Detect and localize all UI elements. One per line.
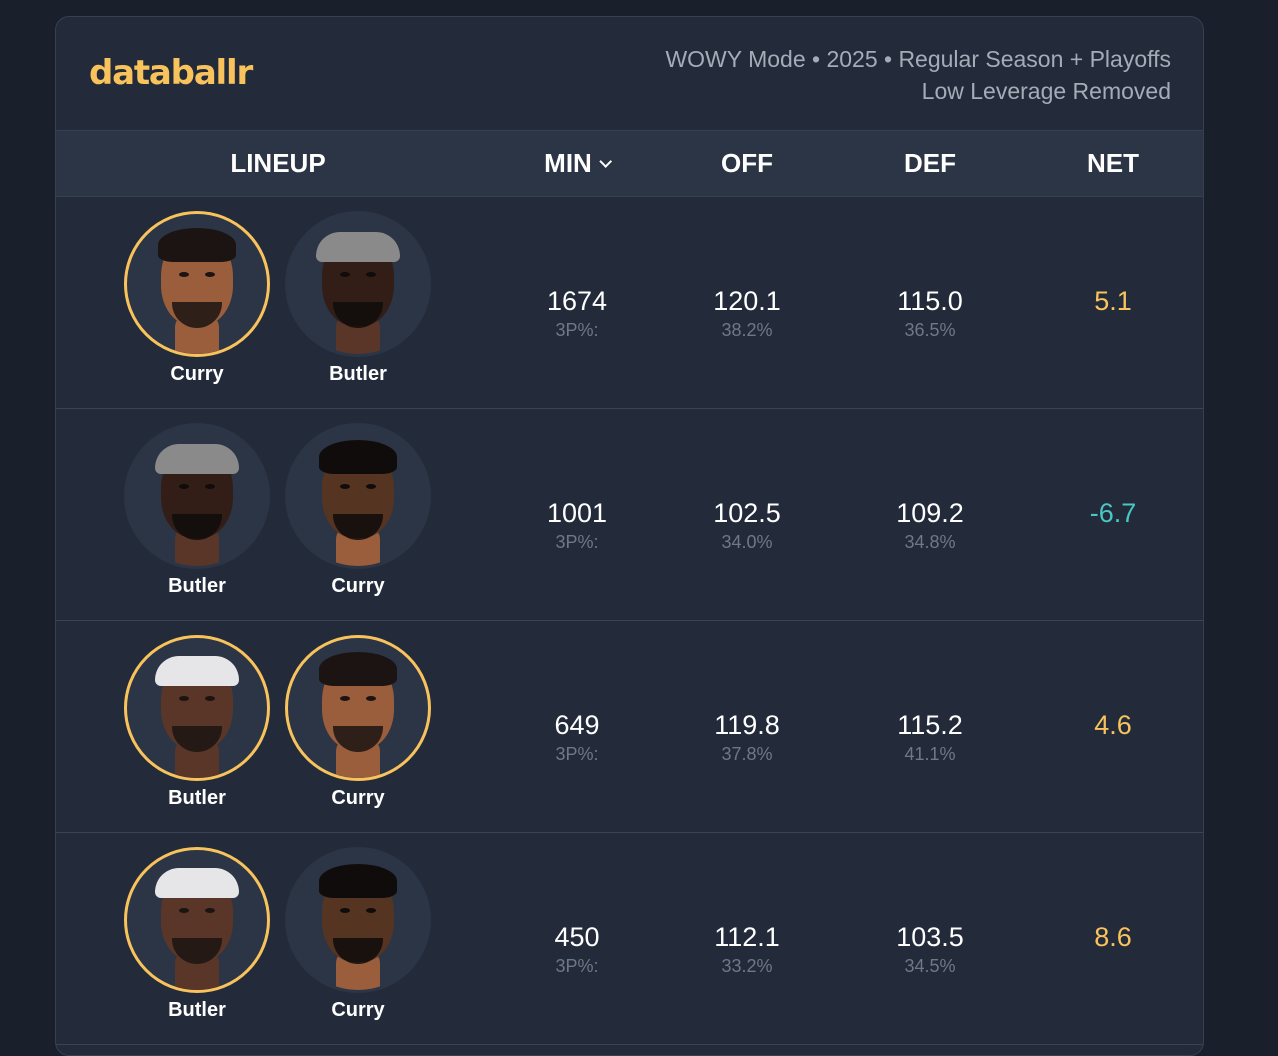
table-body: Curry Butler 1674 3P%: 120.1 38.2% 115.0 36.5% 5… [56,197,1203,1045]
cell-off: 102.5 34.0% [713,497,781,553]
table-row[interactable]: Butler Curry 450 3P%: 112.1 33.2% 103.5 34.5% 8.… [56,833,1203,1045]
filter-leverage-line: Low Leverage Removed [921,78,1171,104]
player-name: Butler [168,787,226,809]
cell-net: -6.7 [1090,497,1137,529]
column-header-def[interactable]: DEF [904,148,956,178]
column-header-min[interactable]: MIN [544,131,612,196]
player-name: Curry [331,999,385,1021]
min-subvalue: 3P%: [555,320,599,340]
lineup-player[interactable]: Butler [278,211,438,386]
column-header-net[interactable]: NET [1087,148,1139,178]
player-name: Butler [329,363,387,385]
lineup-player[interactable]: Curry [278,635,438,810]
cell-min: 1674 3P%: [547,285,607,341]
def-value: 115.0 [897,286,963,316]
cell-off: 119.8 37.8% [714,709,780,765]
lineup-player[interactable]: Butler [117,423,277,598]
lineup-player[interactable]: Curry [278,847,438,1022]
cell-net: 5.1 [1094,285,1132,317]
min-value: 1674 [546,286,608,316]
column-header-off[interactable]: OFF [721,148,773,178]
cell-min: 649 3P%: [554,709,599,765]
player-name: Butler [168,575,226,597]
lineup-card: databallr WOWY Mode • 2025 • Regular Sea… [55,16,1204,1056]
card-header: databallr WOWY Mode • 2025 • Regular Sea… [56,17,1203,131]
def-subvalue: 41.1% [904,744,956,764]
net-value: 5.1 [1094,286,1132,316]
cell-min: 1001 3P%: [547,497,607,553]
cell-def: 115.0 36.5% [897,285,963,341]
cell-off: 120.1 38.2% [713,285,781,341]
databallr-logo[interactable]: databallr [89,53,253,93]
min-subvalue: 3P%: [555,744,599,764]
player-name: Curry [331,787,385,809]
def-subvalue: 34.8% [904,532,956,552]
off-value: 102.5 [713,498,781,528]
off-subvalue: 34.0% [721,532,773,552]
off-subvalue: 38.2% [721,320,773,340]
def-value: 115.2 [897,710,963,740]
table-row[interactable]: Curry Butler 1674 3P%: 120.1 38.2% 115.0 36.5% 5… [56,197,1203,409]
lineup-player[interactable]: Butler [117,847,277,1022]
off-subvalue: 33.2% [721,956,773,976]
min-subvalue: 3P%: [555,956,599,976]
chevron-down-icon [598,155,612,168]
def-subvalue: 36.5% [904,320,956,340]
player-avatar[interactable] [124,635,270,781]
player-avatar[interactable] [124,423,270,569]
column-header-lineup: LINEUP [230,148,326,178]
cell-off: 112.1 33.2% [714,921,780,977]
min-value: 450 [554,922,600,952]
table-row[interactable]: Butler Curry 649 3P%: 119.8 37.8% 115.2 41.1% 4.… [56,621,1203,833]
off-subvalue: 37.8% [721,744,773,764]
player-name: Curry [331,575,385,597]
net-value: 8.6 [1094,922,1132,952]
min-subvalue: 3P%: [555,532,599,552]
off-value: 112.1 [714,922,780,952]
min-value: 649 [554,710,600,740]
cell-def: 103.5 34.5% [896,921,964,977]
player-avatar[interactable] [285,211,431,357]
def-value: 109.2 [896,498,964,528]
player-name: Curry [170,363,224,385]
net-value: -6.7 [1089,498,1137,528]
table-row[interactable]: Butler Curry 1001 3P%: 102.5 34.0% 109.2 34.8% -… [56,409,1203,621]
player-avatar[interactable] [285,635,431,781]
lineup-player[interactable]: Curry [117,211,277,386]
player-name: Butler [168,999,226,1021]
player-avatar[interactable] [124,847,270,993]
filter-mode-line: WOWY Mode • 2025 • Regular Season + Play… [665,46,1171,72]
lineup-player[interactable]: Butler [117,635,277,810]
table-header: LINEUP MIN OFF DEF NET [56,131,1203,197]
cell-def: 115.2 41.1% [897,709,963,765]
player-avatar[interactable] [285,423,431,569]
player-avatar[interactable] [124,211,270,357]
filter-summary: WOWY Mode • 2025 • Regular Season + Play… [665,43,1171,107]
def-value: 103.5 [896,922,964,952]
cell-net: 8.6 [1094,921,1132,953]
net-value: 4.6 [1094,710,1132,740]
off-value: 119.8 [714,710,780,740]
lineup-player[interactable]: Curry [278,423,438,598]
player-avatar[interactable] [285,847,431,993]
cell-def: 109.2 34.8% [896,497,964,553]
cell-net: 4.6 [1094,709,1132,741]
def-subvalue: 34.5% [904,956,956,976]
off-value: 120.1 [713,286,781,316]
min-value: 1001 [546,498,608,528]
cell-min: 450 3P%: [554,921,599,977]
